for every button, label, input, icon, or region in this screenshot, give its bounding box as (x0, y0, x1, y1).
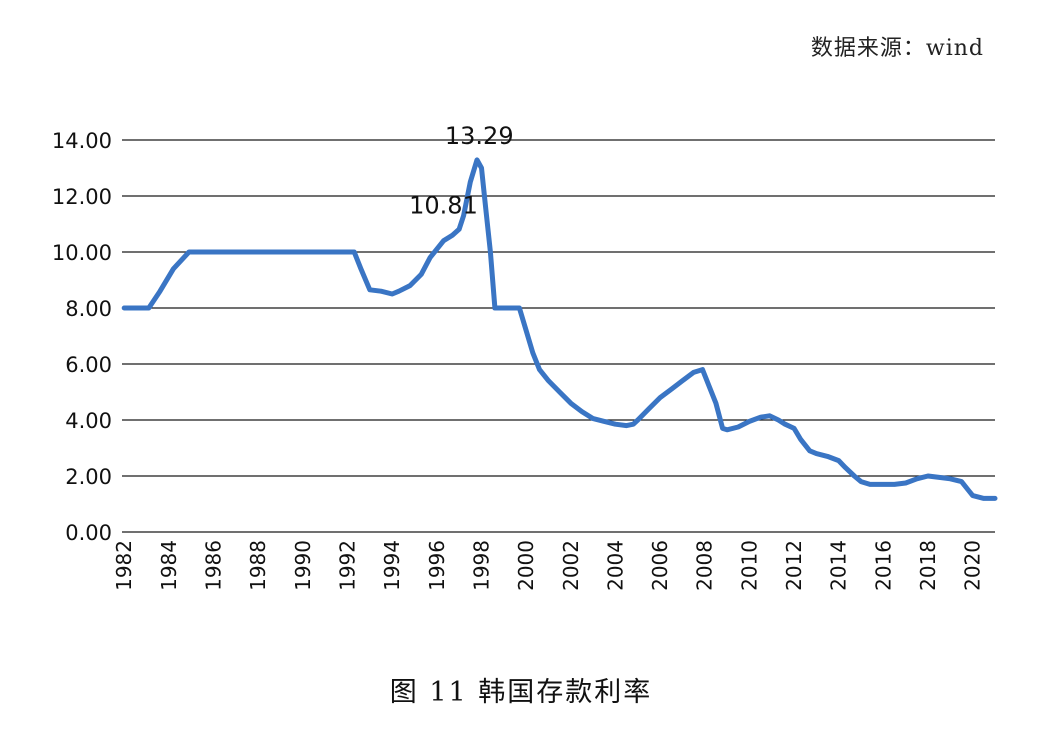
x-tick-label: 2012 (782, 540, 806, 591)
x-tick-label: 2002 (559, 540, 583, 591)
x-tick-label: 1998 (469, 540, 493, 591)
data-label: 13.29 (445, 122, 514, 150)
x-tick-label: 2010 (737, 540, 761, 591)
deposit-rate-line (121, 157, 998, 501)
x-tick-label: 2006 (648, 540, 672, 591)
y-tick-label: 6.00 (65, 353, 112, 377)
y-tick-label: 2.00 (65, 465, 112, 489)
x-tick-label: 2020 (961, 540, 985, 591)
x-tick-label: 1996 (425, 540, 449, 591)
x-tick-label: 1986 (202, 540, 226, 591)
y-tick-label: 12.00 (52, 185, 112, 209)
y-axis-ticks: 0.00 2.00 4.00 6.00 8.00 10.00 12.00 14.00 (52, 129, 112, 545)
grid-lines (122, 139, 995, 533)
x-tick-label: 2016 (871, 540, 895, 591)
x-tick-label: 1982 (112, 540, 136, 591)
y-tick-label: 0.00 (65, 521, 112, 545)
x-tick-label: 2004 (603, 540, 627, 591)
source-label: 数据来源：wind (810, 36, 984, 61)
x-tick-label: 1984 (157, 540, 181, 591)
x-tick-label: 2008 (693, 540, 717, 591)
data-label: 10.81 (409, 191, 478, 219)
x-tick-label: 1988 (246, 540, 270, 591)
y-tick-label: 4.00 (65, 409, 112, 433)
x-axis-ticks: 1982 1984 1986 1988 1990 1992 1994 1996 1998 2000… (112, 540, 984, 591)
y-tick-label: 14.00 (52, 129, 112, 153)
x-tick-label: 2018 (916, 540, 940, 591)
line-chart: 0.00 2.00 4.00 6.00 8.00 10.00 12.00 14.00 1982… (52, 122, 998, 591)
figure-caption: 图 11 韩国存款利率 (389, 677, 653, 708)
y-tick-label: 8.00 (65, 297, 112, 321)
chart-svg: 0.00 2.00 4.00 6.00 8.00 10.00 12.00 14.00 1982… (52, 122, 998, 591)
x-tick-label: 2000 (514, 540, 538, 591)
x-tick-label: 1992 (336, 540, 360, 591)
x-tick-label: 1994 (380, 540, 404, 591)
y-tick-label: 10.00 (52, 241, 112, 265)
annotations: 10.81 13.29 (409, 122, 513, 219)
x-tick-label: 1990 (291, 540, 315, 591)
x-tick-label: 2014 (827, 540, 851, 591)
